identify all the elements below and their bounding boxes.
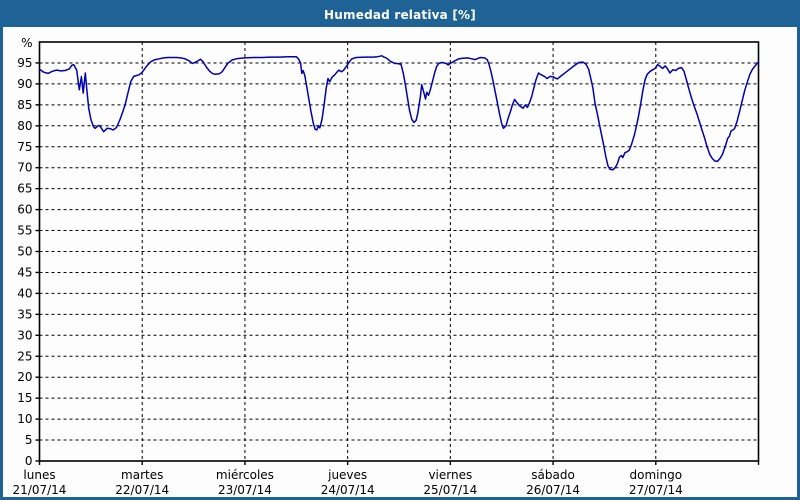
y-tick-label: 40 [17,286,32,300]
x-day-label: lunes [23,468,55,482]
plot-frame [38,41,760,462]
x-date-label: 22/07/14 [115,483,169,497]
y-tick-label: 45 [17,265,32,279]
y-axis-unit-label: % [21,36,32,50]
title-bar: Humedad relativa [%] [3,3,797,27]
y-tick-label: 65 [17,182,32,196]
x-date-label: 21/07/14 [13,483,67,497]
window-title: Humedad relativa [%] [324,8,476,22]
x-date-label: 26/07/14 [526,483,580,497]
chart-canvas: 0 5 10 15 20 25 30 35 40 45 50 55 60 65 70 75 80 85 90 95% l… [3,27,797,497]
x-day-label: domingo [630,468,683,482]
y-tick-label: 15 [17,391,32,405]
y-tick-label: 70 [17,161,32,175]
humidity-line [38,55,760,171]
y-tick-label: 75 [17,140,32,154]
y-tick-label: 35 [17,307,32,321]
chart-svg: 0 5 10 15 20 25 30 35 40 45 50 55 60 65 70 75 80 85 90 95% l… [13,36,760,497]
gridlines-group [39,42,759,461]
y-tick-label: 90 [17,77,32,91]
y-tick-label: 30 [17,328,32,342]
x-date-label: 25/07/14 [423,483,477,497]
y-tick-label: 55 [17,224,32,238]
y-tick-label: 0 [25,454,33,468]
y-tick-label: 95 [17,56,32,70]
y-tick-label: 25 [17,349,32,363]
y-tick-label: 5 [25,433,33,447]
y-tick-label: 60 [17,203,32,217]
y-tick-label: 50 [17,245,32,259]
x-day-label: sábado [531,468,575,482]
x-date-label: 24/07/14 [321,483,375,497]
tick-labels-group: 0 5 10 15 20 25 30 35 40 45 50 55 60 65 70 75 80 85 90 95% l… [13,36,683,497]
x-date-label: 27/07/14 [629,483,683,497]
y-tick-label: 10 [17,412,32,426]
x-date-label: 23/07/14 [218,483,272,497]
x-day-label: jueves [327,468,367,482]
y-tick-label: 85 [17,98,32,112]
y-tick-label: 20 [17,370,32,384]
x-day-label: miércoles [216,468,274,482]
x-day-label: viernes [428,468,472,482]
y-tick-label: 80 [17,119,32,133]
axes-group [35,41,760,465]
x-day-label: martes [121,468,163,482]
